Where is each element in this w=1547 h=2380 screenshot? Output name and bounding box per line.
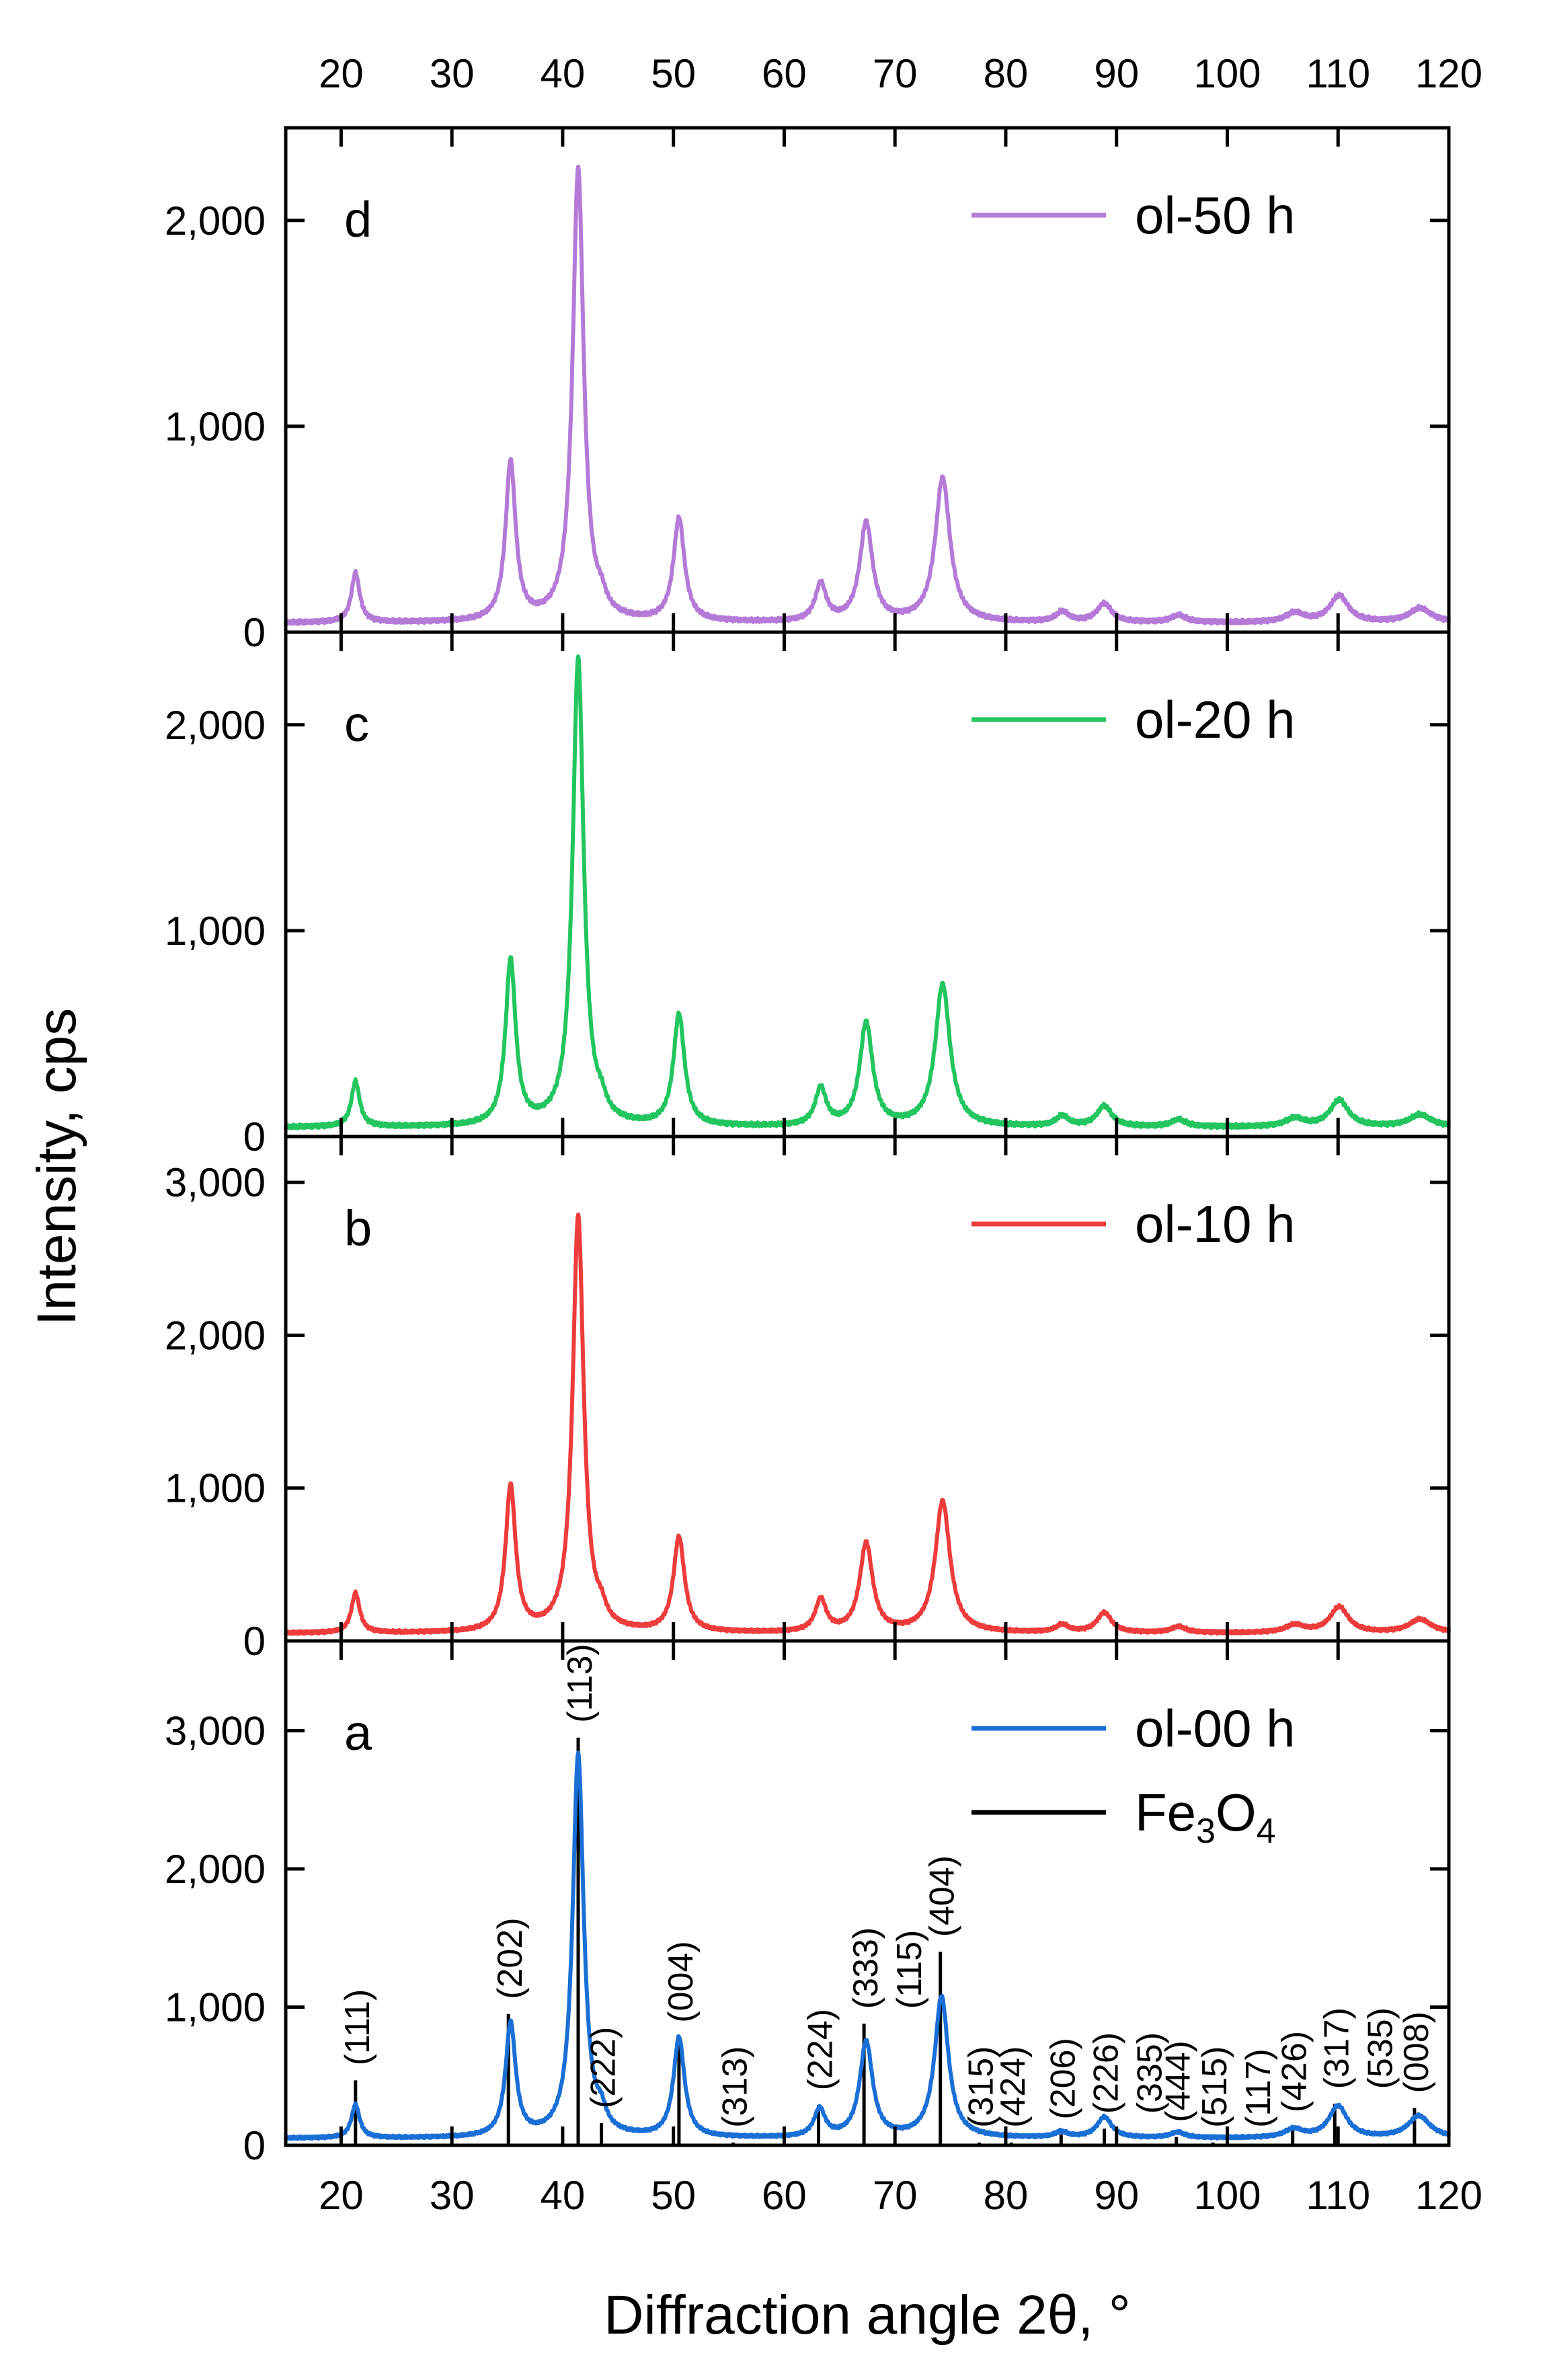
panel-letter-c: c [344,696,369,752]
miller-index-label: (111) [338,1989,377,2066]
x-tick-label-bottom: 50 [651,2173,696,2218]
miller-index-label: (206) [1043,2038,1082,2119]
miller-index-label: (315) [961,2046,1000,2127]
miller-index-label: (113) [561,1644,600,1723]
miller-index-label: (115) [890,1930,929,2009]
y-axis-title: Intensity, cps [26,1008,87,1326]
miller-index-label: (317) [1317,2007,1356,2089]
y-tick-label: 2,000 [165,1313,266,1358]
miller-index-label: (224) [801,2009,840,2090]
x-tick-label-bottom: 120 [1415,2173,1482,2218]
x-tick-label-bottom: 100 [1193,2173,1261,2218]
miller-index-label: (404) [923,1855,962,1937]
y-tick-label: 3,000 [165,1160,266,1205]
panels-layer: 0 1,000 2,000 d ol-50 h 0 1,000 2,000 c ol-20 h 0 1… [165,164,1451,2168]
miller-index-label: (333) [846,1927,885,2009]
panel-d: 0 1,000 2,000 d ol-50 h [165,164,1451,655]
x-tick-label-top: 40 [541,51,586,96]
legend-label-a: ol-00 h [1135,1699,1296,1758]
x-tick-label-top: 90 [1094,51,1139,96]
panel-letter-a: a [344,1705,372,1761]
y-tick-label: 3,000 [165,1709,266,1754]
panel-letter-b: b [344,1200,372,1256]
series-line-a [284,1751,1451,2141]
legend-label-b: ol-10 h [1135,1194,1296,1254]
x-tick-label-bottom: 60 [762,2173,807,2218]
x-tick-label-top: 50 [651,51,696,96]
series-line-d [284,164,1451,626]
y-tick-label: 0 [243,610,266,655]
legend-text-part: O [1216,1783,1257,1842]
miller-index-label: (444) [1159,2040,1198,2122]
miller-index-label: (202) [491,1917,530,1999]
miller-index-label: (004) [662,1941,701,2022]
y-tick-label: 0 [243,1619,266,1664]
y-tick-label: 2,000 [165,703,266,748]
miller-index-label: (313) [716,2046,755,2127]
panel-letter-d: d [344,192,372,247]
legend-subscript: 3 [1196,1812,1216,1851]
x-tick-label-bottom: 40 [541,2173,586,2218]
legend-label-c: ol-20 h [1135,690,1296,749]
x-tick-label-top: 30 [430,51,475,96]
y-tick-label: 1,000 [165,909,266,954]
frame-layer [284,126,1451,2147]
legend-subscript: 4 [1257,1812,1276,1851]
panel-b: 0 1,000 2,000 3,000 b ol-10 h [165,1160,1451,1664]
panel-frame-a [284,1639,1451,2147]
y-tick-label: 1,000 [165,1466,266,1511]
y-tick-label: 2,000 [165,1847,266,1892]
x-tick-label-top: 110 [1306,51,1370,96]
x-tick-label-top: 60 [762,51,807,96]
panel-a: 0 1,000 2,000 3,000 a ol-00 h Fe3O4 (111) (202) (… [165,1644,1451,2168]
miller-index-label: (226) [1087,2032,1126,2114]
miller-index-label: (515) [1195,2046,1234,2127]
miller-index-label: (424) [994,2046,1033,2127]
x-tick-label-bottom: 70 [873,2173,918,2218]
miller-index-label: (117) [1239,2048,1278,2128]
miller-index-label: (222) [584,2027,623,2108]
x-tick-label-top: 100 [1193,51,1261,96]
x-tick-label-bottom: 20 [319,2173,364,2218]
x-axis-title: Diffraction angle 2θ, ° [604,2285,1130,2346]
legend-label-reference: Fe3O4 [1135,1783,1276,1851]
panel-c: 0 1,000 2,000 c ol-20 h [165,654,1451,1159]
legend-label-d: ol-50 h [1135,186,1296,245]
x-tick-label-top: 70 [873,51,918,96]
x-tick-label-bottom: 110 [1306,2173,1370,2218]
x-tick-label-top: 80 [984,51,1029,96]
x-tick-label-top: 120 [1415,51,1482,96]
x-tick-label-bottom: 30 [430,2173,475,2218]
miller-index-label: (535) [1361,2007,1400,2089]
miller-index-label: (426) [1275,2031,1314,2112]
y-tick-label: 0 [243,2123,266,2168]
series-line-c [284,654,1451,1130]
miller-index-label: (335) [1131,2032,1170,2114]
y-tick-label: 0 [243,1114,266,1159]
series-line-b [284,1213,1451,1636]
x-tick-label-bottom: 80 [984,2173,1029,2218]
x-axis: 20 20 30 30 40 40 50 50 60 60 70 70 80 80 90 90 100 100 11… [319,51,1482,2218]
y-tick-label: 2,000 [165,198,266,243]
miller-index-label: (008) [1397,2011,1436,2093]
y-tick-label: 1,000 [165,1985,266,2030]
x-tick-label-top: 20 [319,51,364,96]
y-tick-label: 1,000 [165,404,266,449]
x-tick-label-bottom: 90 [1094,2173,1139,2218]
